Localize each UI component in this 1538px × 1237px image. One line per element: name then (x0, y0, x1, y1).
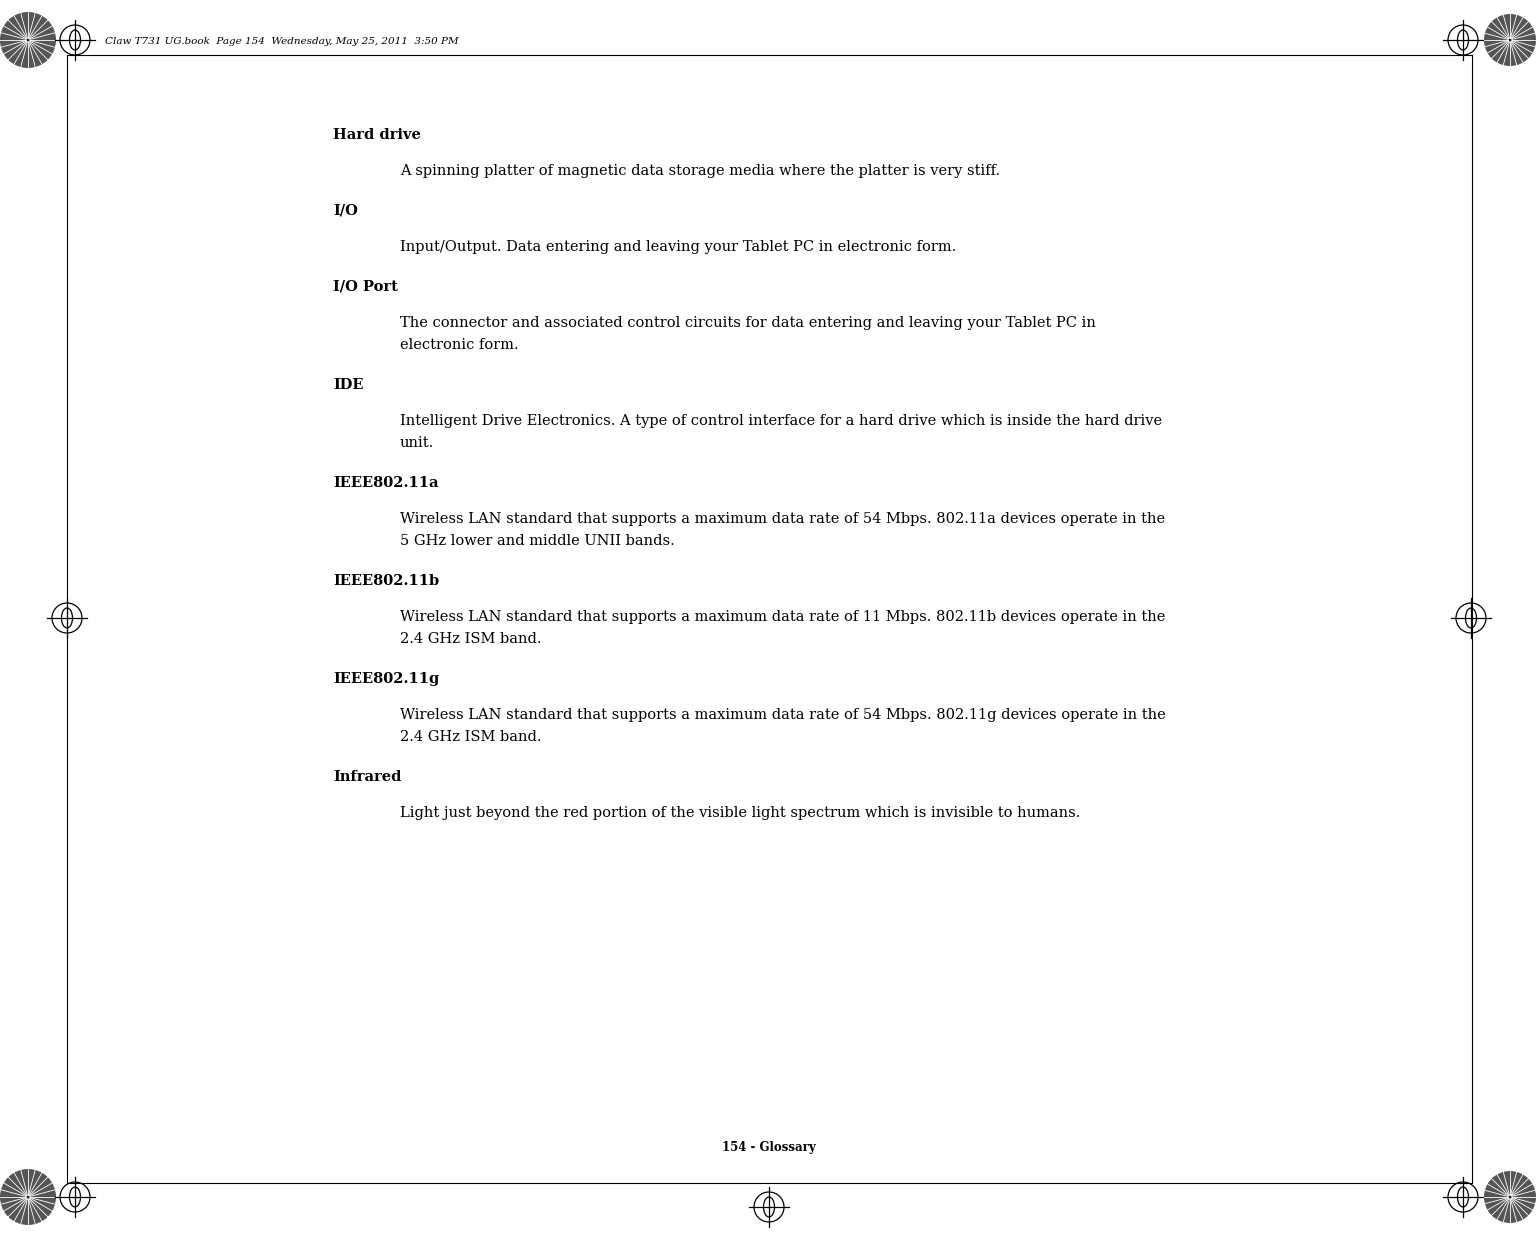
Text: unit.: unit. (400, 435, 434, 450)
Circle shape (1484, 14, 1536, 66)
Text: Input/Output. Data entering and leaving your Tablet PC in electronic form.: Input/Output. Data entering and leaving … (400, 240, 957, 254)
Circle shape (1506, 1192, 1513, 1201)
Text: 154 - Glossary: 154 - Glossary (723, 1142, 815, 1154)
Text: I/O: I/O (334, 204, 358, 218)
Text: IDE: IDE (334, 379, 363, 392)
Text: Wireless LAN standard that supports a maximum data rate of 11 Mbps. 802.11b devi: Wireless LAN standard that supports a ma… (400, 610, 1166, 623)
Text: Claw T731 UG.book  Page 154  Wednesday, May 25, 2011  3:50 PM: Claw T731 UG.book Page 154 Wednesday, Ma… (105, 37, 458, 47)
Text: I/O Port: I/O Port (334, 280, 398, 294)
Text: Hard drive: Hard drive (334, 127, 421, 142)
Text: Light just beyond the red portion of the visible light spectrum which is invisib: Light just beyond the red portion of the… (400, 807, 1080, 820)
Text: The connector and associated control circuits for data entering and leaving your: The connector and associated control cir… (400, 315, 1097, 330)
Circle shape (0, 12, 55, 68)
Text: Wireless LAN standard that supports a maximum data rate of 54 Mbps. 802.11a devi: Wireless LAN standard that supports a ma… (400, 512, 1166, 526)
Text: 2.4 GHz ISM band.: 2.4 GHz ISM band. (400, 632, 541, 646)
Circle shape (25, 1192, 32, 1201)
Text: IEEE802.11g: IEEE802.11g (334, 672, 440, 687)
Circle shape (1506, 36, 1513, 45)
Circle shape (1484, 1171, 1536, 1223)
Text: 2.4 GHz ISM band.: 2.4 GHz ISM band. (400, 730, 541, 743)
Text: Wireless LAN standard that supports a maximum data rate of 54 Mbps. 802.11g devi: Wireless LAN standard that supports a ma… (400, 708, 1166, 722)
Text: electronic form.: electronic form. (400, 338, 518, 353)
Text: A spinning platter of magnetic data storage media where the platter is very stif: A spinning platter of magnetic data stor… (400, 165, 1000, 178)
Text: 5 GHz lower and middle UNII bands.: 5 GHz lower and middle UNII bands. (400, 534, 675, 548)
Text: Intelligent Drive Electronics. A type of control interface for a hard drive whic: Intelligent Drive Electronics. A type of… (400, 414, 1163, 428)
Circle shape (25, 36, 32, 45)
Text: IEEE802.11a: IEEE802.11a (334, 476, 438, 490)
Text: Infrared: Infrared (334, 769, 401, 784)
Circle shape (0, 1169, 55, 1225)
Text: IEEE802.11b: IEEE802.11b (334, 574, 440, 588)
